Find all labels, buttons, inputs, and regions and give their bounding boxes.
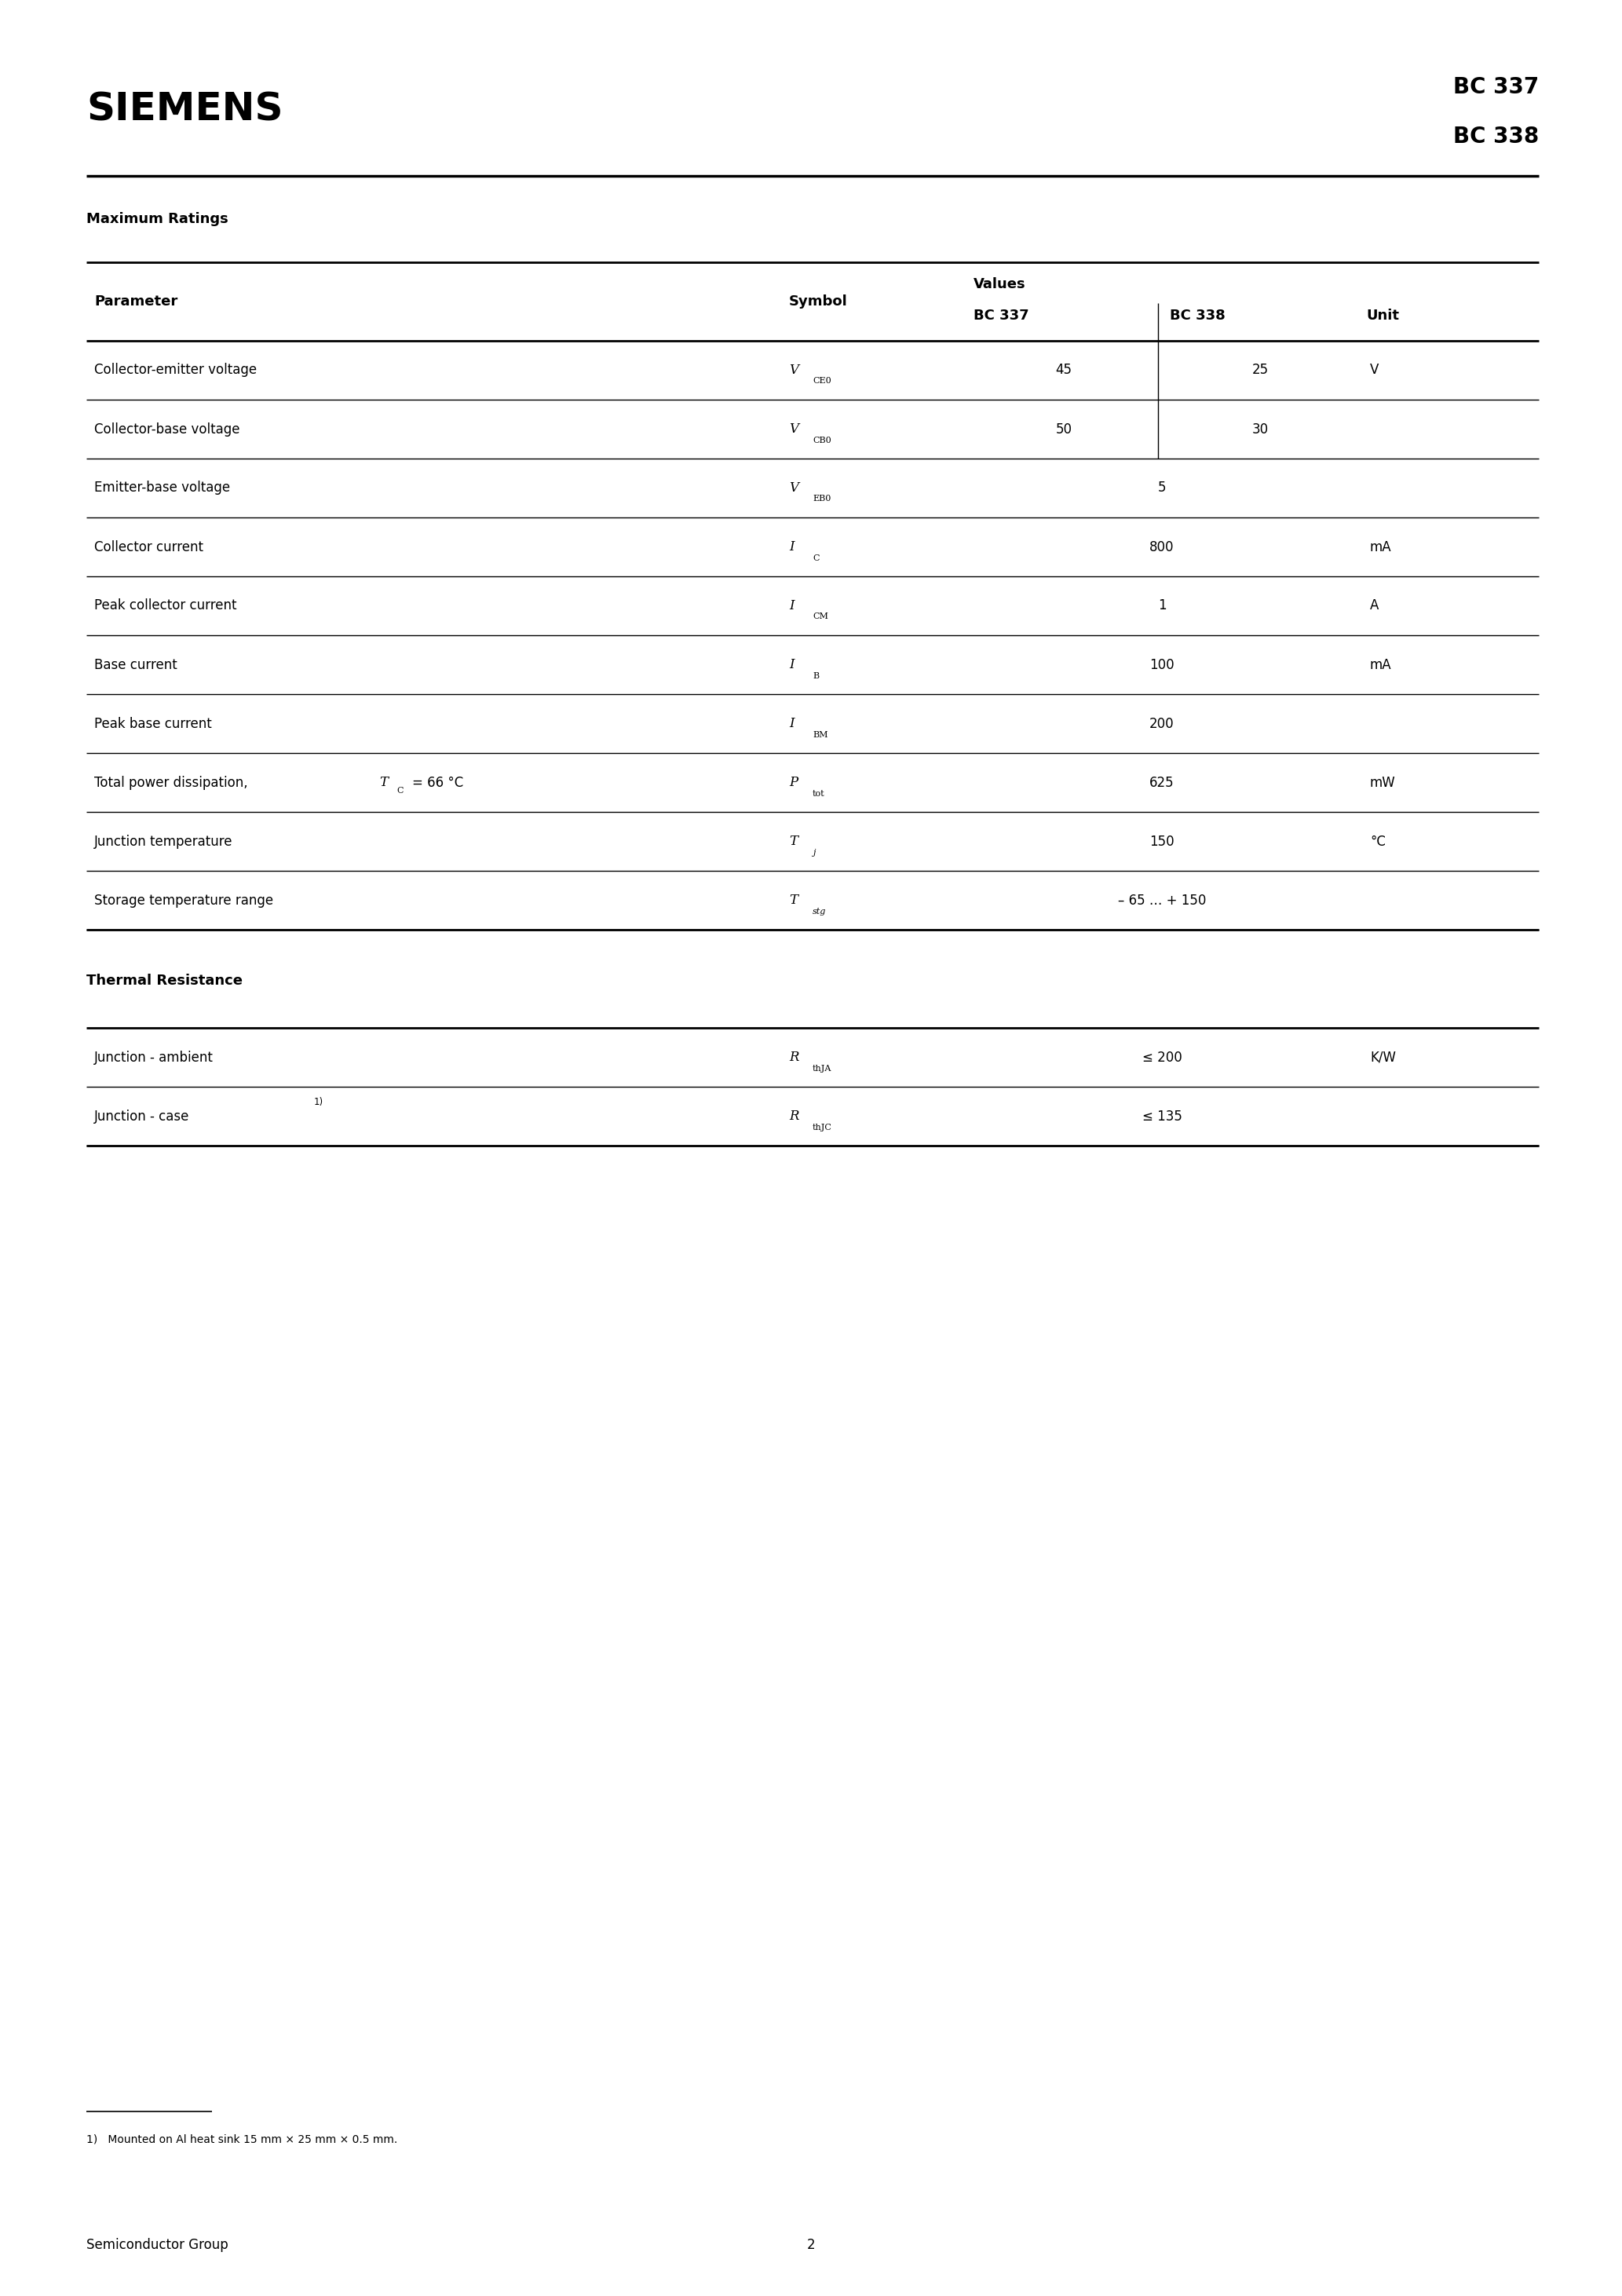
Text: Collector-base voltage: Collector-base voltage [94, 422, 240, 436]
Text: mW: mW [1371, 776, 1395, 790]
Text: R: R [788, 1109, 798, 1123]
Text: Parameter: Parameter [94, 294, 178, 308]
Text: EB0: EB0 [813, 496, 830, 503]
Text: Thermal Resistance: Thermal Resistance [86, 974, 243, 987]
Text: stg: stg [813, 907, 826, 916]
Text: 45: 45 [1056, 363, 1072, 377]
Text: 150: 150 [1150, 833, 1174, 850]
Text: 2: 2 [806, 2239, 816, 2252]
Text: 50: 50 [1056, 422, 1072, 436]
Text: P: P [788, 776, 798, 790]
Text: 25: 25 [1252, 363, 1268, 377]
Text: = 66 °C: = 66 °C [412, 776, 464, 790]
Text: K/W: K/W [1371, 1049, 1397, 1065]
Text: V: V [788, 482, 798, 494]
Text: V: V [1371, 363, 1379, 377]
Text: BC 338: BC 338 [1453, 126, 1539, 147]
Text: 5: 5 [1158, 480, 1166, 496]
Text: thJC: thJC [813, 1123, 832, 1132]
Text: thJA: thJA [813, 1065, 832, 1072]
Text: BM: BM [813, 730, 827, 739]
Text: T: T [788, 836, 798, 847]
Text: B: B [813, 673, 819, 680]
Text: ≤ 200: ≤ 200 [1142, 1049, 1182, 1065]
Text: 625: 625 [1150, 776, 1174, 790]
Text: Emitter-base voltage: Emitter-base voltage [94, 480, 230, 496]
Text: Maximum Ratings: Maximum Ratings [86, 211, 229, 225]
Text: V: V [788, 363, 798, 377]
Text: T: T [380, 776, 388, 790]
Text: Symbol: Symbol [788, 294, 848, 308]
Text: Values: Values [973, 278, 1025, 292]
Text: Junction temperature: Junction temperature [94, 833, 234, 850]
Text: Peak collector current: Peak collector current [94, 599, 237, 613]
Text: Unit: Unit [1366, 308, 1400, 324]
Text: mA: mA [1371, 540, 1392, 553]
Text: Base current: Base current [94, 657, 177, 673]
Text: tot: tot [813, 790, 826, 797]
Text: I: I [788, 716, 795, 730]
Text: SIEMENS: SIEMENS [86, 90, 282, 129]
Text: I: I [788, 659, 795, 670]
Text: 1): 1) [315, 1097, 323, 1107]
Text: j: j [813, 850, 816, 856]
Text: Junction - case: Junction - case [94, 1109, 190, 1123]
Text: CB0: CB0 [813, 436, 830, 443]
Text: I: I [788, 599, 795, 613]
Text: I: I [788, 540, 795, 553]
Text: A: A [1371, 599, 1379, 613]
Text: C: C [813, 553, 819, 563]
Text: Total power dissipation,: Total power dissipation, [94, 776, 251, 790]
Text: Semiconductor Group: Semiconductor Group [86, 2239, 229, 2252]
Text: Peak base current: Peak base current [94, 716, 212, 730]
Text: – 65 … + 150: – 65 … + 150 [1118, 893, 1207, 907]
Text: 800: 800 [1150, 540, 1174, 553]
Text: 100: 100 [1150, 657, 1174, 673]
Text: T: T [788, 893, 798, 907]
Text: BC 337: BC 337 [973, 308, 1028, 324]
Text: °C: °C [1371, 833, 1385, 850]
Text: Collector current: Collector current [94, 540, 203, 553]
Text: CM: CM [813, 613, 829, 620]
Text: Junction - ambient: Junction - ambient [94, 1049, 214, 1065]
Text: Collector-emitter voltage: Collector-emitter voltage [94, 363, 256, 377]
Text: 1: 1 [1158, 599, 1166, 613]
Text: 30: 30 [1252, 422, 1268, 436]
Text: R: R [788, 1052, 798, 1063]
Text: V: V [788, 422, 798, 436]
Text: Storage temperature range: Storage temperature range [94, 893, 274, 907]
Text: CE0: CE0 [813, 377, 830, 386]
Text: ≤ 135: ≤ 135 [1142, 1109, 1182, 1123]
Text: C: C [396, 788, 404, 794]
Text: BC 338: BC 338 [1169, 308, 1225, 324]
Text: 1)   Mounted on Al heat sink 15 mm × 25 mm × 0.5 mm.: 1) Mounted on Al heat sink 15 mm × 25 mm… [86, 2133, 397, 2144]
Text: BC 337: BC 337 [1453, 76, 1539, 99]
Text: mA: mA [1371, 657, 1392, 673]
Text: 200: 200 [1150, 716, 1174, 730]
